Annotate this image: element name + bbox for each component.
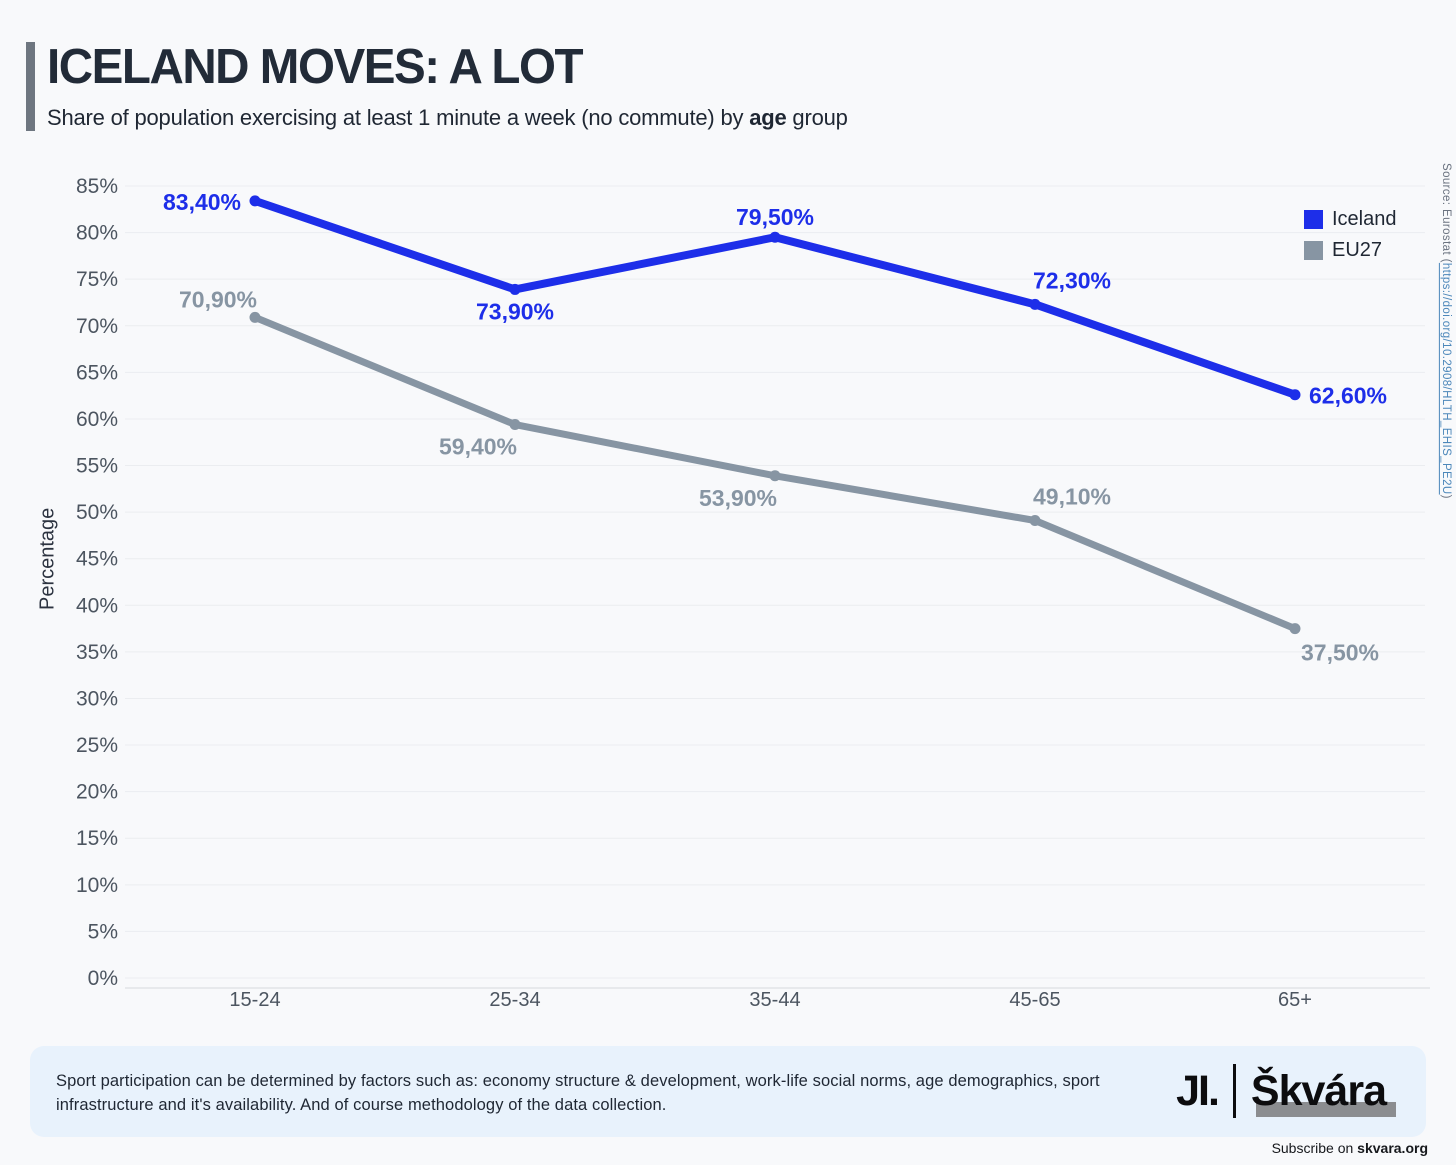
skvara-logo: JI. Škvára [1176,1061,1396,1121]
title-accent-bar [26,42,35,132]
logo-underbar [1255,1101,1396,1117]
source-suffix: ) [1440,494,1452,499]
svg-text:59,40%: 59,40% [439,434,517,460]
svg-text:62,60%: 62,60% [1309,383,1387,409]
source-prefix: Source: Eurostat ( [1440,163,1452,263]
subtitle-suffix: group [786,105,848,131]
svg-text:70,90%: 70,90% [179,286,257,312]
svg-text:75%: 75% [76,268,118,291]
svg-text:65+: 65+ [1278,989,1312,1011]
logo-divider [1232,1064,1236,1118]
svg-text:85%: 85% [76,175,118,198]
svg-text:72,30%: 72,30% [1033,267,1111,293]
iceland-swatch-icon [1304,210,1323,229]
svg-text:37,50%: 37,50% [1301,640,1379,666]
logo-mark-icon: JI. [1176,1066,1220,1115]
subtitle-prefix: Share of population exercising at least … [47,105,750,131]
subscribe-line: Subscribe on skvara.org [1272,1140,1428,1156]
svg-text:15%: 15% [76,827,118,850]
svg-text:53,90%: 53,90% [699,485,777,511]
svg-text:83,40%: 83,40% [163,189,241,215]
line-chart: 0% 5% 10% 15% 20% 25% 30% 35% 40% 45% 50% 55% 60% 65%… [76,175,1430,1011]
svg-text:80%: 80% [76,222,118,245]
svg-text:0%: 0% [88,967,118,990]
svg-text:60%: 60% [76,408,118,431]
svg-text:10%: 10% [76,874,118,897]
footer-card: Sport participation can be determined by… [30,1046,1426,1137]
svg-text:55%: 55% [76,455,118,478]
legend-item-eu27: EU27 [1304,239,1397,262]
svg-text:40%: 40% [76,594,118,617]
svg-text:25-34: 25-34 [489,989,540,1011]
svg-text:45%: 45% [76,548,118,571]
svg-text:79,50%: 79,50% [736,204,814,230]
chart-legend: Iceland EU27 [1304,208,1397,270]
svg-text:45-65: 45-65 [1009,989,1060,1011]
footer-note: Sport participation can be determined by… [56,1072,1100,1114]
logo-name: Škvára [1250,1066,1396,1117]
svg-text:73,90%: 73,90% [476,298,554,324]
legend-item-iceland: Iceland [1304,208,1397,231]
svg-text:20%: 20% [76,781,118,804]
svg-text:50%: 50% [76,501,118,524]
svg-text:65%: 65% [76,361,118,384]
y-axis-title: Percentage [36,507,59,610]
legend-label-iceland: Iceland [1332,208,1397,230]
subscribe-prefix: Subscribe on [1271,1140,1358,1156]
page-subtitle: Share of population exercising at least … [47,105,848,131]
svg-text:35%: 35% [76,641,118,664]
header: ICELAND MOVES: A LOT Share of population… [26,40,848,132]
eu27-swatch-icon [1304,241,1323,260]
source-note: Source: Eurostat (https://doi.org/10.290… [1440,163,1452,499]
svg-text:70%: 70% [76,315,118,338]
subtitle-bold-word: age [749,105,787,131]
svg-text:5%: 5% [88,920,118,943]
svg-text:15-24: 15-24 [229,989,280,1011]
svg-text:25%: 25% [76,734,118,757]
page-title: ICELAND MOVES: A LOT [47,40,584,94]
svg-text:30%: 30% [76,687,118,710]
svg-text:49,10%: 49,10% [1033,484,1111,510]
source-link[interactable]: https://doi.org/10.2908/HLTH_EHIS_PE2U [1440,262,1452,495]
legend-label-eu27: EU27 [1332,239,1383,261]
subscribe-domain[interactable]: skvara.org [1357,1140,1428,1156]
logo-name-text: Škvára [1250,1066,1387,1115]
svg-text:35-44: 35-44 [749,989,800,1011]
